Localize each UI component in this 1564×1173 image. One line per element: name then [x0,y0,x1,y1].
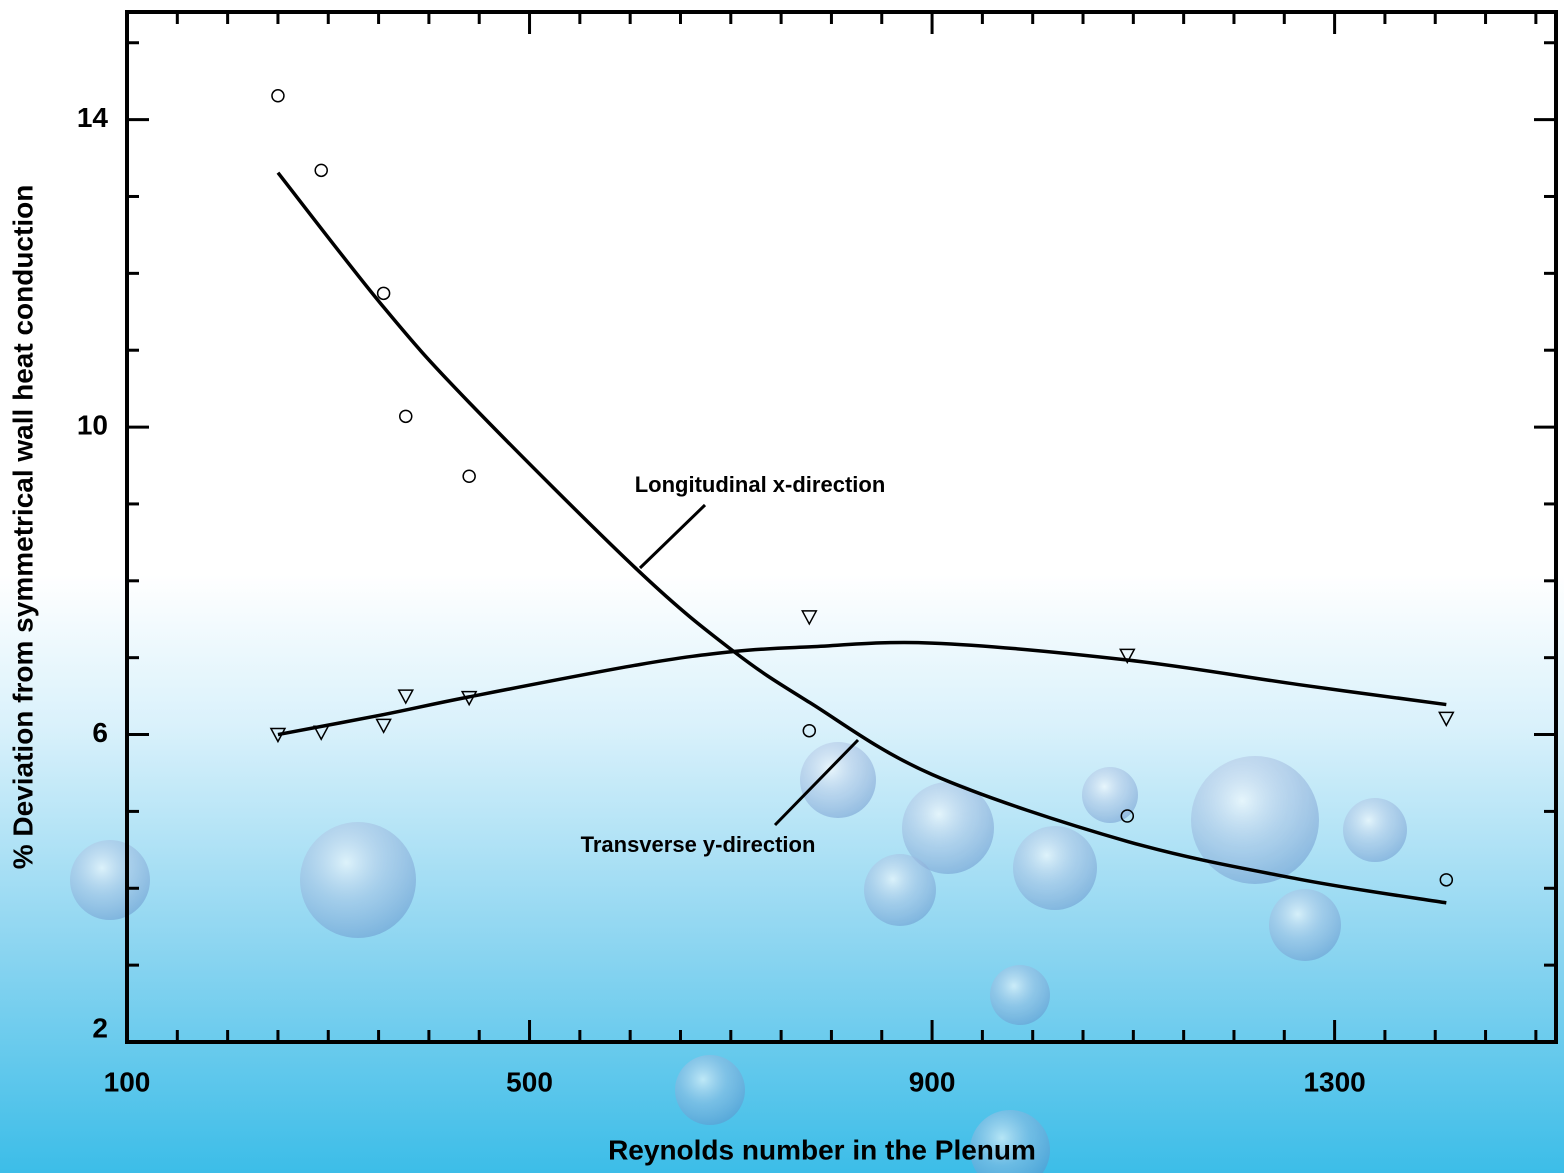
x-axis-label: Reynolds number in the Plenum [608,1134,1036,1165]
background [0,0,1564,1173]
annotation: Longitudinal x-direction [635,472,886,497]
page: % Deviation from symmetrical wall heat c… [0,0,1564,1173]
y-tick-label: 2 [92,1012,108,1043]
y-tick-label: 10 [77,409,108,440]
chart: % Deviation from symmetrical wall heat c… [0,0,1564,1173]
y-tick-label: 6 [92,717,108,748]
x-tick-label: 1300 [1303,1066,1365,1097]
x-tick-label: 100 [104,1066,151,1097]
annotation: Transverse y-direction [581,832,816,857]
x-tick-label: 900 [909,1066,956,1097]
y-axis-label: % Deviation from symmetrical wall heat c… [7,185,38,870]
y-tick-label: 14 [77,102,109,133]
x-tick-label: 500 [506,1066,553,1097]
